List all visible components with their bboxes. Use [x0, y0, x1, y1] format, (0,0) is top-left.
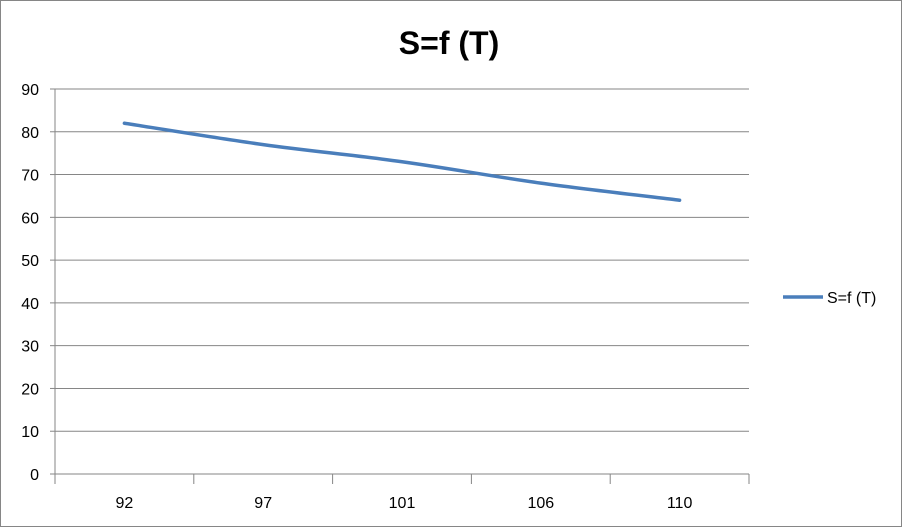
- gridlines: [55, 88, 749, 432]
- x-tick-label-106: 106: [527, 495, 554, 512]
- y-tick-label: 10: [21, 424, 39, 441]
- y-tick-label: 40: [21, 296, 39, 313]
- axes: [50, 88, 750, 484]
- legend: S=f (T): [783, 290, 876, 307]
- y-tick-label: 60: [21, 210, 39, 227]
- x-tick-label-92: 92: [116, 495, 134, 512]
- y-tick-label: 80: [21, 125, 39, 142]
- chart-title: S=f (T): [399, 25, 499, 61]
- y-tick-label: 0: [30, 467, 39, 484]
- y-tick-label: 30: [21, 339, 39, 356]
- x-tick-label-97: 97: [254, 495, 272, 512]
- legend-label: S=f (T): [827, 290, 876, 307]
- y-tick-label: 70: [21, 168, 39, 185]
- x-tick-label-101: 101: [389, 495, 416, 512]
- x-axis-tick-labels: 92 97 101 106 110: [116, 495, 693, 512]
- x-tick-label-110: 110: [667, 495, 693, 512]
- y-tick-label: 20: [21, 381, 39, 398]
- series-lines: [122, 121, 682, 202]
- y-tick-label: 50: [21, 253, 39, 270]
- y-axis-tick-labels: 0 10 20 30 40 50 60 70 80 90: [21, 82, 39, 484]
- y-tick-label: 90: [21, 82, 39, 99]
